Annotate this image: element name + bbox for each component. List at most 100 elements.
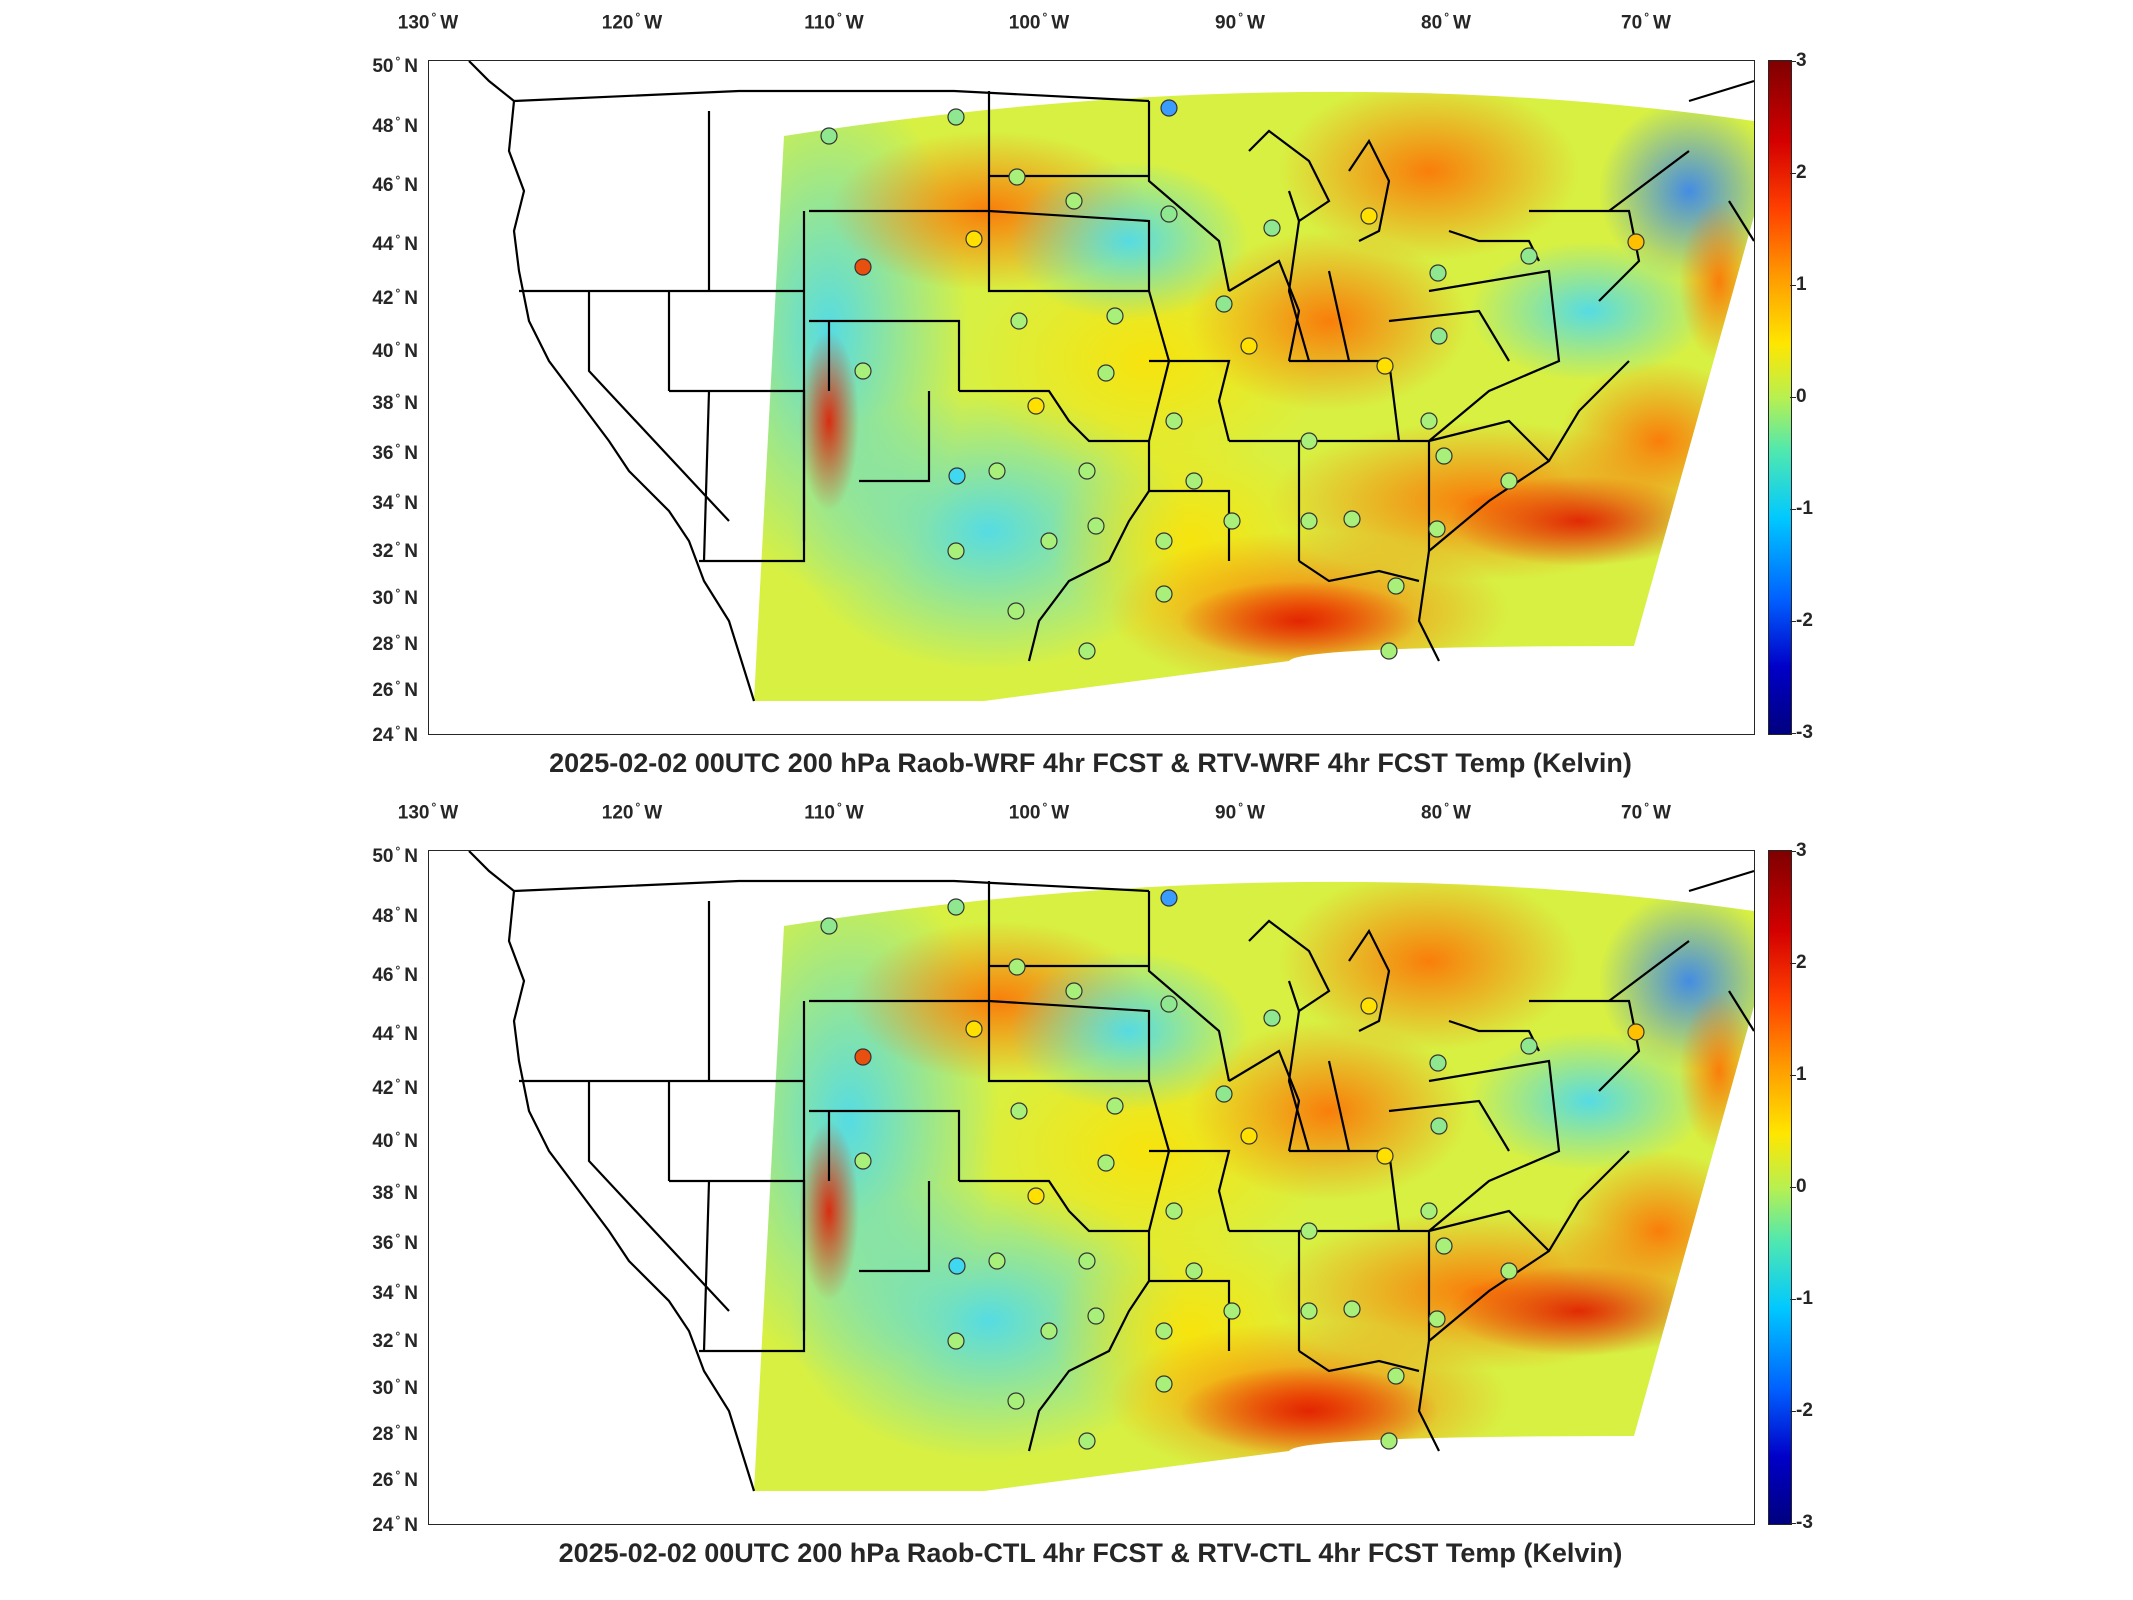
raob-station-marker — [947, 542, 965, 560]
raob-station-marker — [1010, 1102, 1028, 1120]
raob-station-marker — [948, 467, 966, 485]
colorbar-tick-label: -2 — [1796, 610, 1813, 631]
raob-station-marker — [1097, 364, 1115, 382]
lon-label: 100 ° W — [1008, 800, 1070, 824]
raob-station-marker — [1435, 1237, 1453, 1255]
colorbar-gradient — [1769, 851, 1791, 1524]
lat-label: 24 ° N — [372, 722, 418, 747]
raob-station-marker — [1223, 1302, 1241, 1320]
colorbar-tick-label: 0 — [1796, 1176, 1807, 1197]
raob-stations — [820, 99, 1645, 660]
raob-station-marker — [1160, 205, 1178, 223]
raob-station-marker — [1420, 1202, 1438, 1220]
colorbar-tickmark — [1790, 509, 1796, 510]
raob-station-marker — [1240, 1127, 1258, 1145]
raob-station-marker — [1165, 1202, 1183, 1220]
lat-label: 30 ° N — [372, 1375, 418, 1400]
lat-label: 50 ° N — [372, 843, 418, 868]
lat-label: 46 ° N — [372, 172, 418, 197]
raob-station-marker — [948, 1257, 966, 1275]
colorbar — [1768, 850, 1792, 1525]
raob-station-marker — [1008, 958, 1026, 976]
state-boundaries — [468, 851, 1754, 1492]
lat-label: 26 ° N — [372, 677, 418, 702]
lon-label: 80 ° W — [1421, 800, 1471, 824]
raob-station-marker — [1300, 432, 1318, 450]
raob-station-marker — [1155, 585, 1173, 603]
raob-station-marker — [947, 108, 965, 126]
raob-station-marker — [1627, 233, 1645, 251]
colorbar-tick-label: 0 — [1796, 386, 1807, 407]
colorbar-tick-label: 1 — [1796, 274, 1807, 295]
raob-station-marker — [1223, 512, 1241, 530]
raob-station-marker — [1106, 1097, 1124, 1115]
raob-station-marker — [1185, 1262, 1203, 1280]
lat-label: 44 ° N — [372, 231, 418, 256]
raob-station-marker — [1160, 889, 1178, 907]
lat-label: 38 ° N — [372, 1180, 418, 1205]
lat-label: 48 ° N — [372, 903, 418, 928]
raob-station-marker — [1387, 1367, 1405, 1385]
raob-station-marker — [1078, 642, 1096, 660]
raob-station-marker — [1027, 397, 1045, 415]
colorbar-tick-label: -1 — [1796, 1288, 1813, 1309]
raob-station-marker — [1065, 192, 1083, 210]
raob-station-marker — [1078, 1432, 1096, 1450]
raob-station-marker — [1078, 1252, 1096, 1270]
colorbar — [1768, 60, 1792, 735]
raob-station-marker — [1376, 1147, 1394, 1165]
raob-station-marker — [1040, 532, 1058, 550]
raob-station-marker — [854, 258, 872, 276]
lat-label: 24 ° N — [372, 1512, 418, 1537]
colorbar-tickmark — [1790, 285, 1796, 286]
plot-title: 2025-02-02 00UTC 200 hPa Raob-CTL 4hr FC… — [558, 1538, 1623, 1568]
raob-station-marker — [1007, 1392, 1025, 1410]
colorbar-tickmark — [1790, 1411, 1796, 1412]
raob-station-marker — [1429, 264, 1447, 282]
lat-label: 34 ° N — [372, 490, 418, 515]
lon-label: 100 ° W — [1008, 10, 1070, 34]
raob-station-marker — [1185, 472, 1203, 490]
raob-station-marker — [1087, 517, 1105, 535]
plot-title: 2025-02-02 00UTC 200 hPa Raob-WRF 4hr FC… — [549, 748, 1632, 778]
colorbar-tick-label: 2 — [1796, 162, 1807, 183]
raob-station-marker — [1500, 472, 1518, 490]
colorbar-tick-label: -2 — [1796, 1400, 1813, 1421]
lat-label: 38 ° N — [372, 390, 418, 415]
colorbar-tickmark — [1790, 1075, 1796, 1076]
raob-station-marker — [854, 1152, 872, 1170]
raob-station-marker — [1430, 327, 1448, 345]
colorbar-tick-label: -3 — [1796, 722, 1813, 743]
map-axes — [428, 850, 1755, 1525]
temperature-difference-map — [468, 61, 1754, 702]
raob-station-marker — [947, 898, 965, 916]
raob-station-marker — [1420, 412, 1438, 430]
raob-station-marker — [1160, 995, 1178, 1013]
raob-station-marker — [1215, 295, 1233, 313]
colorbar-tickmark — [1790, 1299, 1796, 1300]
colorbar-tick-label: 1 — [1796, 1064, 1807, 1085]
lon-label: 120 ° W — [601, 800, 663, 824]
raob-station-marker — [1343, 510, 1361, 528]
raob-station-marker — [988, 1252, 1006, 1270]
raob-station-marker — [1165, 412, 1183, 430]
lat-label: 36 ° N — [372, 1230, 418, 1255]
raob-station-marker — [854, 362, 872, 380]
raob-station-marker — [1429, 1054, 1447, 1072]
raob-station-marker — [1155, 532, 1173, 550]
map-axes — [428, 60, 1755, 735]
lon-label: 110 ° W — [804, 800, 864, 824]
temperature-difference-map — [468, 851, 1754, 1492]
lat-label: 26 ° N — [372, 1467, 418, 1492]
raob-station-marker — [1263, 219, 1281, 237]
raob-station-marker — [1040, 1322, 1058, 1340]
raob-station-marker — [820, 917, 838, 935]
lat-label: 36 ° N — [372, 440, 418, 465]
raob-station-marker — [1078, 462, 1096, 480]
lon-label: 90 ° W — [1215, 800, 1265, 824]
lat-label: 32 ° N — [372, 1328, 418, 1353]
raob-station-marker — [1010, 312, 1028, 330]
raob-station-marker — [1387, 577, 1405, 595]
colorbar-tickmark — [1790, 851, 1796, 852]
data-swath — [754, 91, 1754, 702]
